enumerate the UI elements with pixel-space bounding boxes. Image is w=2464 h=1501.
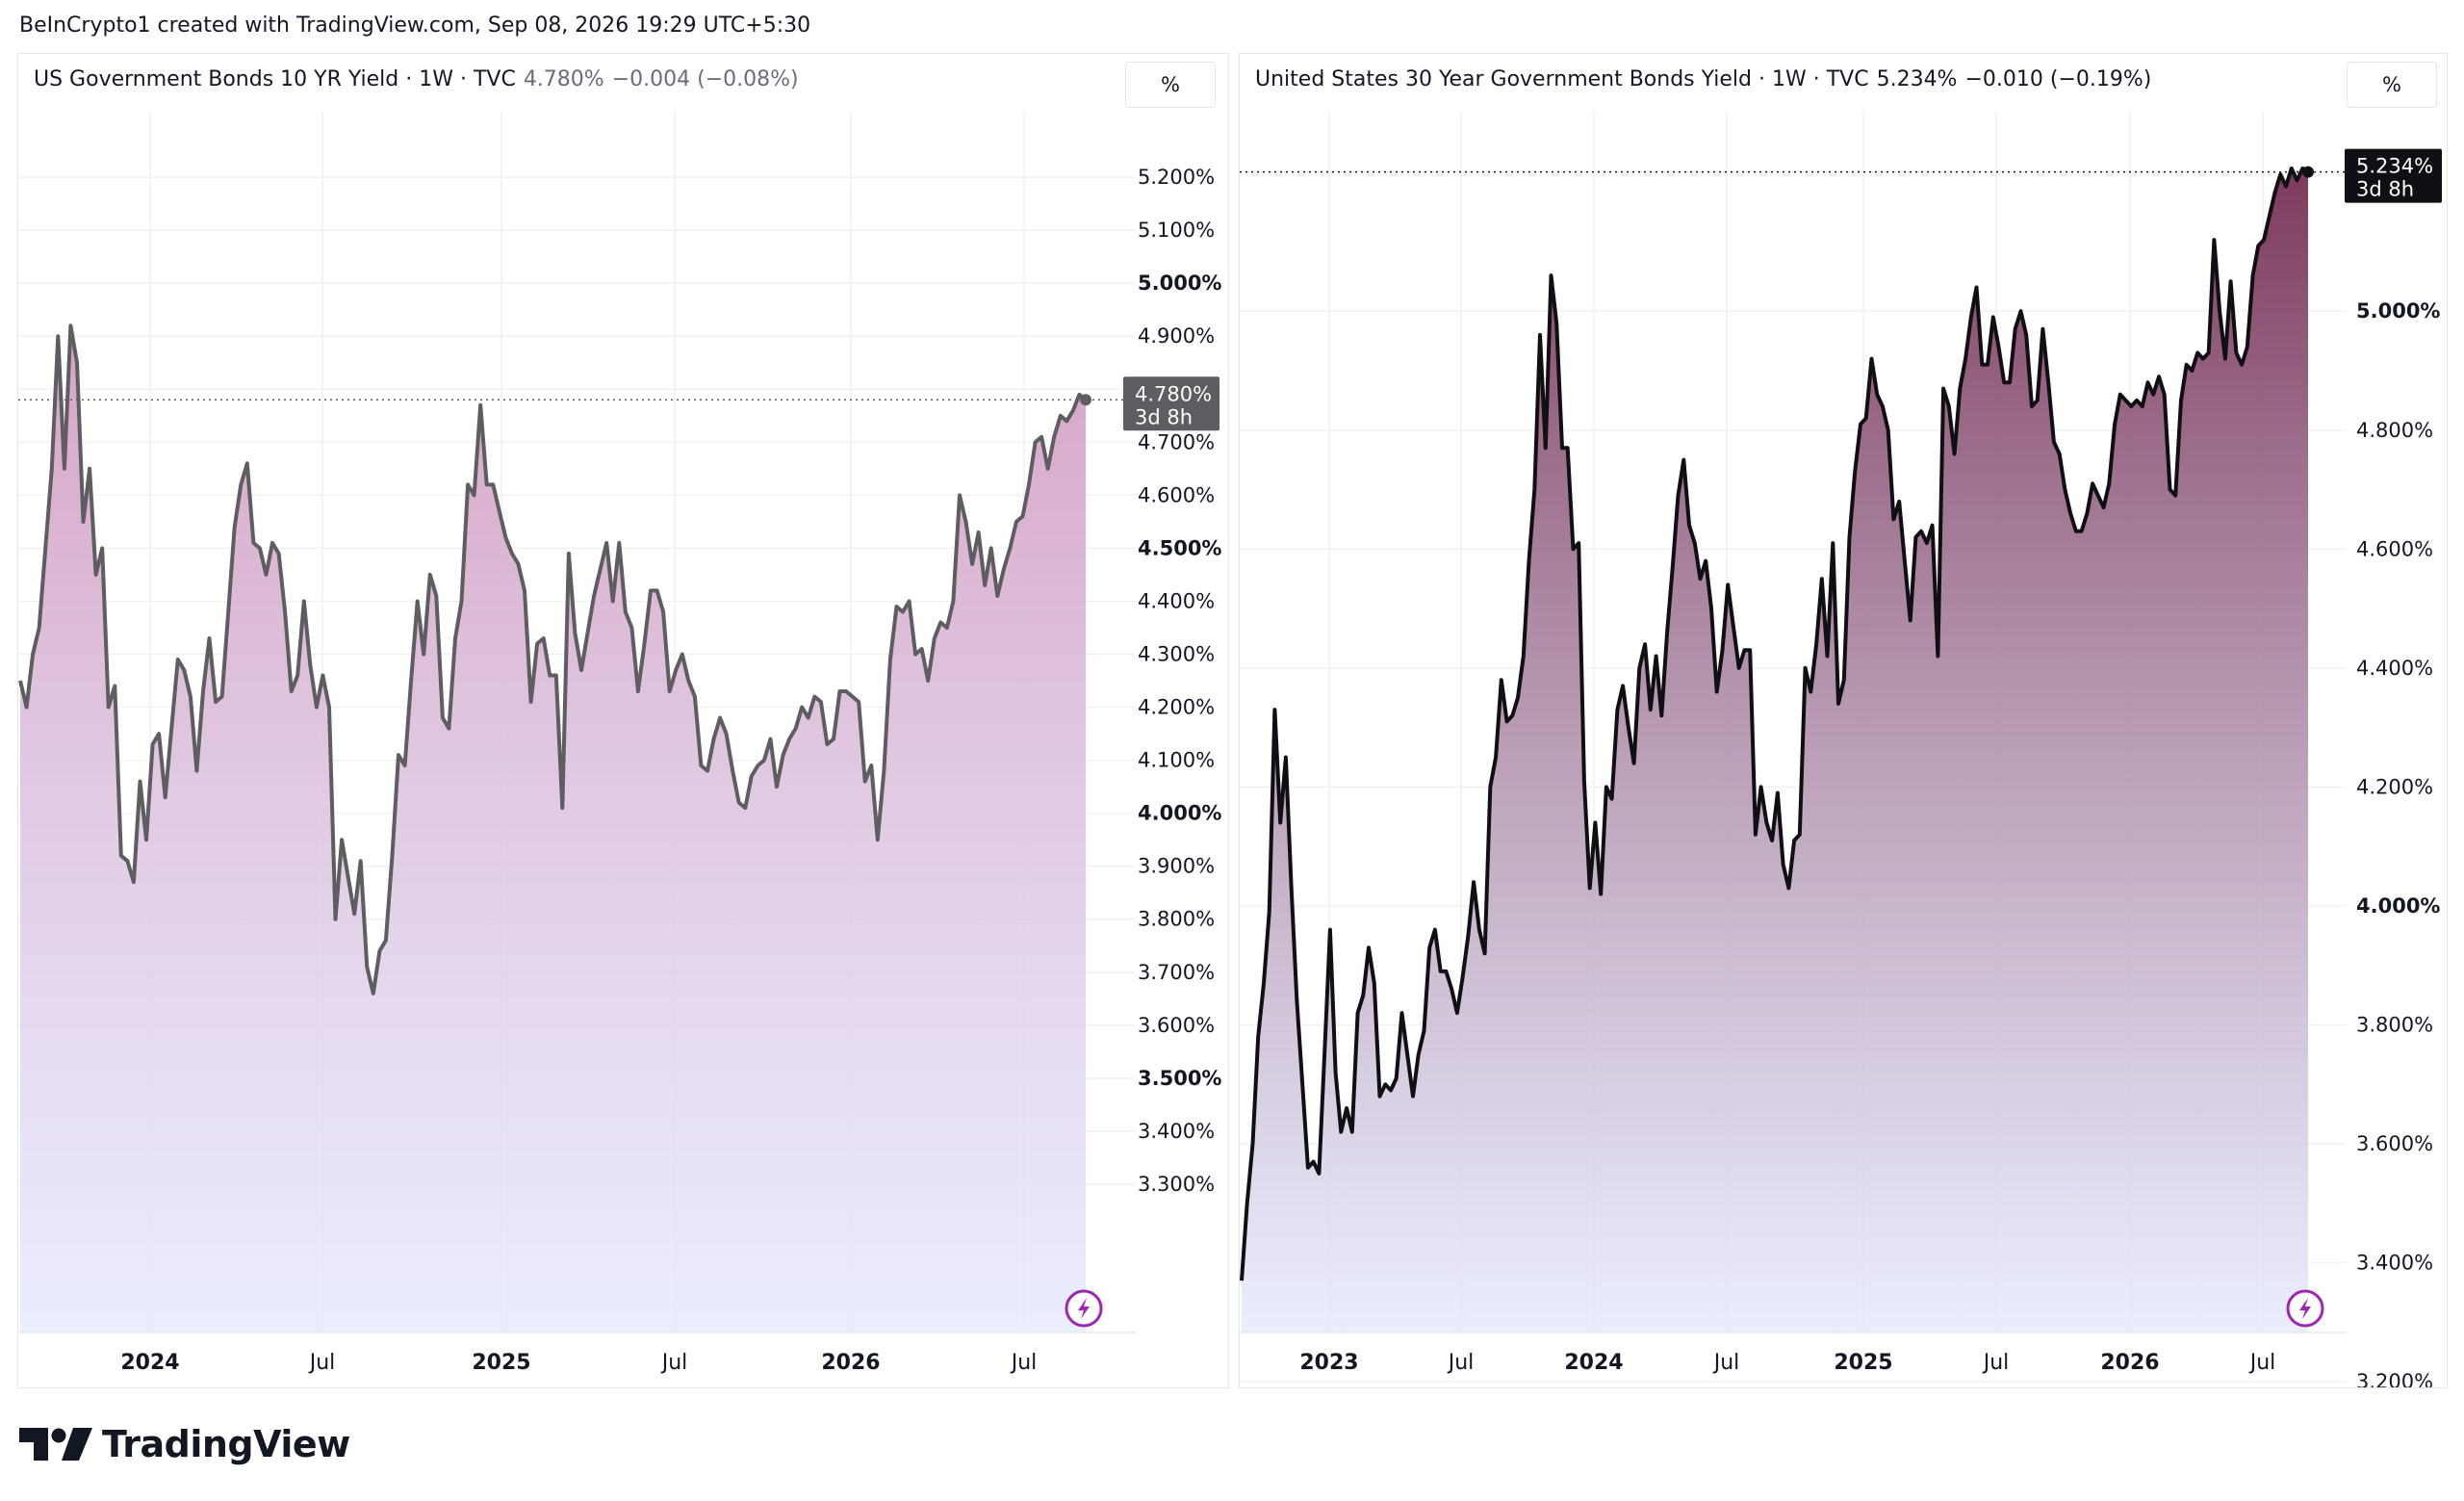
x-tick-label: Jul [1010, 1351, 1038, 1375]
last-price-tag: 4.780%3d 8h [1123, 376, 1219, 431]
y-tick-label: 4.000% [1138, 802, 1221, 825]
chart-canvas-30yr[interactable]: 5.000% 4.800% 4.600% 4.400% 4.200% 4.000% 3.80… [1240, 54, 2447, 1387]
x-tick-label: Jul [1712, 1351, 1740, 1375]
series-line [1240, 166, 2310, 1281]
series-line [18, 323, 1088, 996]
percent-scale-button[interactable]: % [1125, 62, 1216, 108]
percent-scale-button[interactable]: % [2347, 62, 2437, 108]
x-tick-label: 2025 [1834, 1351, 1892, 1375]
y-tick-label: 4.500% [1138, 536, 1221, 559]
x-tick-label: 2023 [1299, 1351, 1358, 1375]
y-tick-label: 3.900% [1138, 855, 1215, 878]
y-tick-label: 3.400% [2356, 1252, 2433, 1275]
x-tick-label: Jul [2248, 1351, 2276, 1375]
x-tick-label: Jul [1447, 1351, 1475, 1375]
y-tick-label: 4.100% [1138, 749, 1215, 772]
x-tick-label: 2024 [1564, 1351, 1623, 1375]
y-tick-label: 5.200% [1138, 166, 1215, 189]
y-tick-label: 4.400% [2356, 657, 2433, 680]
y-tick-label: 3.200% [2356, 1370, 2433, 1387]
legend-title: United States 30 Year Government Bonds Y… [1255, 67, 1869, 91]
y-tick-label: 4.800% [2356, 419, 2433, 442]
y-tick-label: 4.300% [1138, 643, 1215, 666]
last-price-countdown: 3d 8h [1135, 405, 1193, 428]
y-tick-label: 4.600% [1138, 483, 1215, 506]
legend-30yr: United States 30 Year Government Bonds Y… [1255, 67, 2151, 91]
lightning-icon[interactable] [2286, 1289, 2324, 1328]
last-point-marker [2302, 166, 2314, 178]
series-area [1242, 168, 2308, 1333]
y-tick-label: 4.600% [2356, 537, 2433, 560]
last-price-tag: 5.234%3d 8h [2345, 148, 2442, 203]
series-area [20, 325, 1086, 1333]
y-tick-label: 3.300% [1138, 1173, 1215, 1196]
x-tick-label: Jul [308, 1351, 336, 1375]
lightning-icon[interactable] [1065, 1289, 1103, 1328]
y-tick-label: 4.700% [1138, 430, 1215, 453]
legend-10yr: US Government Bonds 10 YR Yield · 1W · T… [34, 67, 799, 91]
x-tick-label: 2026 [821, 1351, 880, 1375]
y-tick-label: 3.400% [1138, 1120, 1215, 1143]
brand-name: TradingView [102, 1423, 350, 1465]
y-tick-label: 5.100% [1138, 219, 1215, 242]
tradingview-brand[interactable]: TradingView [19, 1422, 350, 1466]
last-price-value: 4.780% [1135, 382, 1212, 405]
last-point-marker [1080, 394, 1091, 406]
tradingview-logo-icon [19, 1428, 92, 1461]
y-tick-label: 3.600% [1138, 1014, 1215, 1037]
legend-value: 5.234% [1876, 67, 1958, 91]
x-tick-label: 2026 [2100, 1351, 2159, 1375]
y-tick-label: 4.900% [1138, 324, 1215, 348]
x-tick-label: 2024 [120, 1351, 179, 1375]
y-tick-label: 3.800% [1138, 908, 1215, 931]
y-tick-label: 4.200% [2356, 775, 2433, 798]
y-tick-label: 4.400% [1138, 589, 1215, 612]
y-tick-label: 4.200% [1138, 696, 1215, 719]
chart-attribution: BeInCrypto1 created with TradingView.com… [19, 13, 811, 38]
chart-canvas-10yr[interactable]: 5.200%5.100%5.000%4.900%4.800%4.700%4.60… [18, 54, 1228, 1387]
y-tick-label: 4.000% [2356, 894, 2440, 918]
y-tick-label: 3.500% [1138, 1067, 1221, 1090]
chart-panel-10yr[interactable]: 5.200%5.100%5.000%4.900%4.800%4.700%4.60… [17, 53, 1229, 1388]
y-tick-label: 5.000% [1138, 272, 1221, 295]
x-tick-label: Jul [660, 1351, 688, 1375]
y-tick-label: 3.800% [2356, 1013, 2433, 1036]
legend-change: −0.010 (−0.19%) [1964, 67, 2152, 91]
x-tick-label: Jul [1982, 1351, 2010, 1375]
legend-title: US Government Bonds 10 YR Yield · 1W · T… [34, 67, 516, 91]
y-tick-label: 3.600% [2356, 1132, 2433, 1155]
legend-value: 4.780% [523, 67, 604, 91]
last-price-value: 5.234% [2356, 155, 2433, 178]
x-tick-label: 2025 [472, 1351, 530, 1375]
last-price-countdown: 3d 8h [2356, 178, 2414, 201]
chart-panel-30yr[interactable]: 5.000% 4.800% 4.600% 4.400% 4.200% 4.000% 3.80… [1239, 53, 2448, 1388]
y-tick-label: 5.000% [2356, 299, 2440, 323]
legend-change: −0.004 (−0.08%) [611, 67, 799, 91]
y-tick-label: 3.700% [1138, 961, 1215, 984]
